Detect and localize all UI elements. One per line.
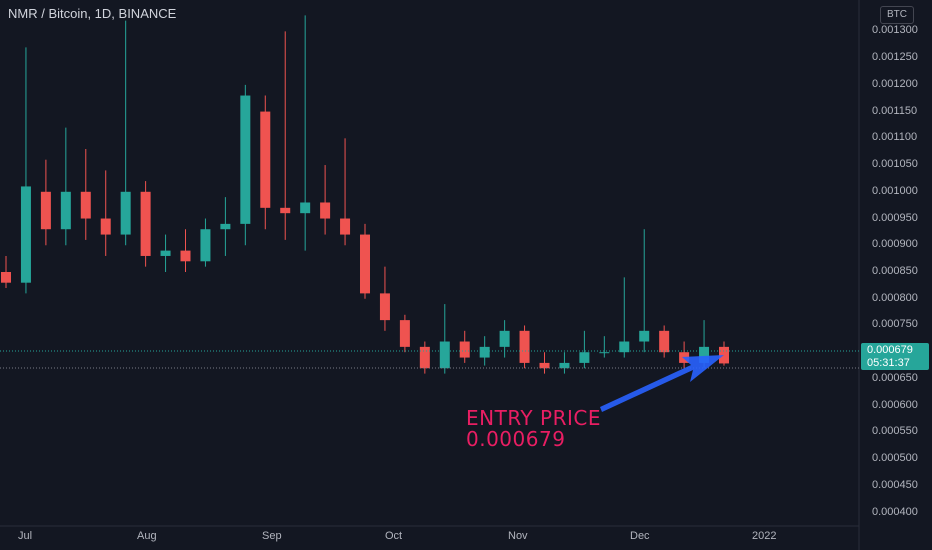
candle-body <box>599 352 610 354</box>
candle-body <box>559 362 570 369</box>
candle-body <box>419 346 430 369</box>
candle-body <box>20 186 31 283</box>
time-axis-label: Aug <box>137 530 157 542</box>
arrow-annotation[interactable] <box>600 355 724 412</box>
candle-body <box>240 95 251 224</box>
price-axis-label: 0.000950 <box>872 211 918 224</box>
currency-button[interactable]: BTC <box>880 6 914 24</box>
price-axis-label: 0.000900 <box>872 238 918 251</box>
last-price-tag: 0.000679 05:31:37 <box>861 343 929 370</box>
price-axis-label: 0.000850 <box>872 265 918 277</box>
arrow-shape <box>600 355 724 412</box>
price-axis-label: 0.001100 <box>872 131 918 144</box>
candle-body <box>539 362 550 369</box>
chart-title[interactable]: NMR / Bitcoin, 1D, BINANCE <box>8 6 177 21</box>
price-axis-label: 0.000450 <box>872 478 918 491</box>
candle-body <box>1 272 11 283</box>
price-axis-label: 0.001250 <box>872 51 918 64</box>
candle-body <box>360 234 370 294</box>
candle-body <box>80 191 91 219</box>
price-axis-label: 0.001150 <box>872 104 918 117</box>
candle-body <box>140 191 151 256</box>
candle-body <box>579 352 590 363</box>
time-axis-label: Nov <box>508 530 528 542</box>
candle-body <box>200 229 211 262</box>
candle-body <box>399 320 410 347</box>
entry-price-annotation[interactable]: ENTRY PRICE 0.000679 <box>466 408 601 450</box>
price-axis-label: 0.001050 <box>872 158 918 171</box>
candle-body <box>100 218 111 235</box>
candle-body <box>499 330 510 347</box>
time-axis-label: Dec <box>630 530 650 542</box>
price-axis-label: 0.000800 <box>872 291 918 304</box>
candle-body <box>60 191 71 230</box>
price-axis-label: 0.001200 <box>872 77 918 90</box>
annotation-line-2: 0.000679 <box>466 427 566 451</box>
time-axis-label: Jul <box>18 530 33 542</box>
price-axis-label: 0.000600 <box>872 398 918 411</box>
price-axis-label: 0.000650 <box>872 371 918 384</box>
candle-body <box>719 346 729 364</box>
candle-body <box>300 202 311 214</box>
candle-body <box>379 293 390 321</box>
candle-body <box>120 191 131 235</box>
candle-body <box>639 330 650 342</box>
price-axis-label: 0.001300 <box>872 24 918 37</box>
candle-body <box>659 330 670 353</box>
annotation-line-1: ENTRY PRICE <box>466 406 601 430</box>
candle-body <box>459 341 470 358</box>
price-axis-label: 0.000550 <box>872 425 918 438</box>
candle-body <box>479 346 490 358</box>
last-price-value: 0.000679 <box>867 344 913 356</box>
candle-body <box>220 223 231 230</box>
time-axis-label: Oct <box>385 530 403 542</box>
candle-body <box>439 341 450 369</box>
candles-group <box>1 15 729 374</box>
candle-body <box>160 250 171 256</box>
candle-body <box>320 202 331 219</box>
price-axis-label: 0.000400 <box>872 505 918 518</box>
candle-body <box>180 250 191 262</box>
price-axis-label: 0.000500 <box>872 452 918 465</box>
candle-body <box>619 341 630 353</box>
candle-body <box>519 330 530 363</box>
candle-body <box>699 346 710 363</box>
candle-body <box>280 207 291 214</box>
candle-body <box>40 191 51 230</box>
price-axis-label: 0.001000 <box>872 184 918 197</box>
candle-body <box>260 111 271 208</box>
bar-countdown: 05:31:37 <box>867 357 910 369</box>
candle-body <box>340 218 351 235</box>
price-axis-label: 0.000750 <box>872 318 918 331</box>
time-axis-label: 2022 <box>752 530 777 542</box>
time-axis-label: Sep <box>262 530 282 542</box>
